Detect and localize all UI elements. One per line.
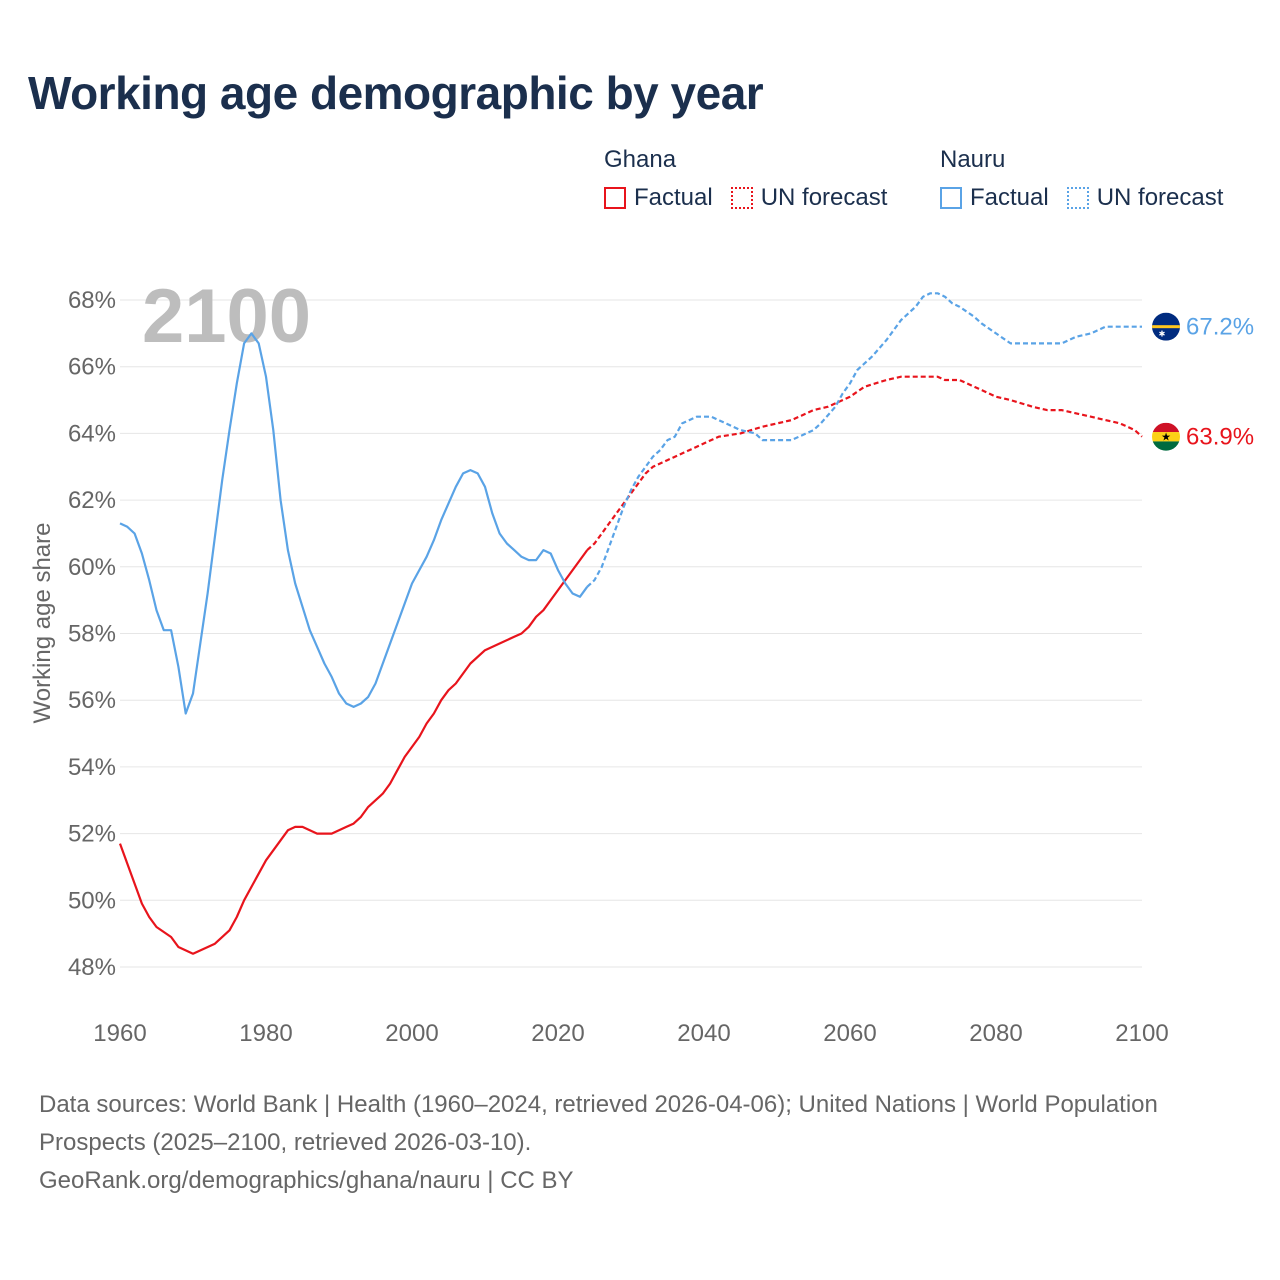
- series-line-ghana-forecast: [586, 375, 1143, 551]
- y-tick-label: 50%: [68, 887, 116, 914]
- data-sources-text: Data sources: World Bank | Health (1960–…: [39, 1091, 1158, 1156]
- grid-lines: [120, 299, 1142, 968]
- legend-item-ghana-forecast[interactable]: UN forecast: [730, 184, 888, 212]
- ghana-flag-icon: ★: [1152, 422, 1180, 451]
- legend-group-name-nauru: Nauru: [940, 146, 1006, 173]
- y-tick-label: 54%: [68, 754, 116, 781]
- y-tick-label: 66%: [68, 354, 116, 381]
- y-axis-ticks: 48% 50% 52% 54% 56% 58% 60% 62% 64% 66% 68%: [68, 287, 116, 981]
- svg-text:★: ★: [1161, 432, 1171, 444]
- footer: Data sources: World Bank | Health (1960–…: [39, 1086, 1239, 1200]
- end-value-label-nauru: 67.2%: [1186, 314, 1254, 341]
- legend-group-ghana: Ghana Factual UN forecast: [604, 144, 887, 212]
- legend-label-ghana-forecast: UN forecast: [760, 184, 888, 211]
- year-watermark: 2100: [142, 274, 311, 359]
- legend-swatch-ghana-forecast: [730, 187, 753, 209]
- y-tick-label: 62%: [68, 487, 116, 514]
- x-tick-label: 1960: [93, 1020, 146, 1047]
- legend-swatch-nauru-factual: [940, 187, 962, 209]
- x-axis-ticks: 1960 1980 2000 2020 2040 2060 2080 2100: [93, 1020, 1168, 1047]
- series-line-ghana-factual: [118, 549, 589, 955]
- legend-swatch-nauru-forecast: [1066, 187, 1089, 209]
- nauru-flag-icon: ✱: [1152, 312, 1180, 341]
- legend-label-nauru-forecast: UN forecast: [1096, 184, 1224, 211]
- x-tick-label: 2000: [385, 1020, 438, 1047]
- y-tick-label: 60%: [68, 554, 116, 581]
- y-tick-label: 58%: [68, 621, 116, 648]
- legend-group-name-ghana: Ghana: [604, 146, 677, 173]
- attribution-link[interactable]: GeoRank.org/demographics/ghana/nauru | C…: [39, 1167, 574, 1194]
- legend-label-ghana-factual: Factual: [634, 184, 713, 211]
- y-tick-label: 56%: [68, 687, 116, 714]
- svg-text:✱: ✱: [1159, 330, 1166, 339]
- x-tick-label: 2080: [969, 1020, 1022, 1047]
- x-tick-label: 2060: [823, 1020, 876, 1047]
- legend-group-nauru: Nauru Factual UN forecast: [940, 144, 1223, 212]
- x-tick-label: 2040: [677, 1020, 730, 1047]
- legend-swatch-ghana-factual: [604, 187, 626, 209]
- line-chart: 2100 Working age share 48% 50% 52% 54% 56% 58…: [29, 274, 1254, 1047]
- chart-title: Working age demographic by year: [28, 67, 764, 119]
- series-line-nauru-forecast: [586, 292, 1142, 588]
- y-tick-label: 68%: [68, 287, 116, 314]
- series-line-nauru-factual: [119, 332, 589, 715]
- y-tick-label: 64%: [68, 420, 116, 447]
- x-tick-label: 2100: [1115, 1020, 1168, 1047]
- legend-item-ghana-factual[interactable]: Factual: [604, 184, 713, 212]
- end-value-label-ghana: 63.9%: [1186, 424, 1254, 451]
- y-axis-label: Working age share: [29, 523, 56, 724]
- x-tick-label: 2020: [531, 1020, 584, 1047]
- legend-item-nauru-forecast[interactable]: UN forecast: [1066, 184, 1224, 212]
- y-tick-label: 52%: [68, 821, 116, 848]
- x-tick-label: 1980: [239, 1020, 292, 1047]
- series-lines: [118, 292, 1143, 955]
- legend-label-nauru-factual: Factual: [970, 184, 1049, 211]
- legend-item-nauru-factual[interactable]: Factual: [940, 184, 1049, 212]
- y-tick-label: 48%: [68, 954, 116, 981]
